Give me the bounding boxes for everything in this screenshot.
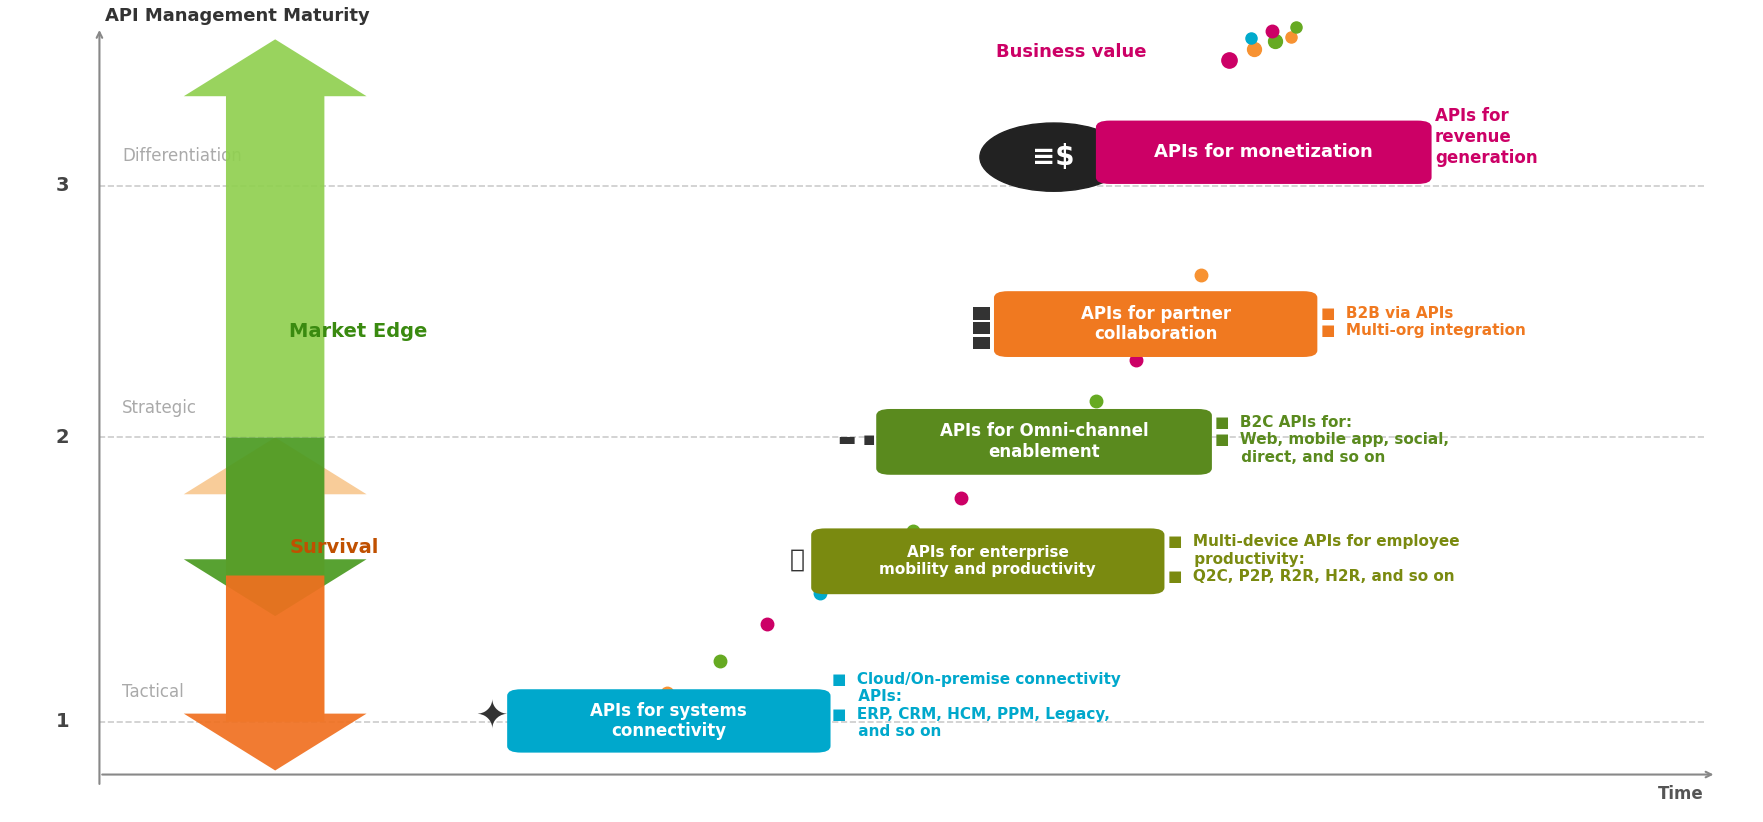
FancyBboxPatch shape <box>973 337 991 349</box>
Text: APIs for partner
collaboration: APIs for partner collaboration <box>1081 305 1231 344</box>
FancyBboxPatch shape <box>973 322 991 335</box>
Text: Time: Time <box>1659 785 1705 803</box>
Circle shape <box>980 123 1128 192</box>
FancyBboxPatch shape <box>1000 322 1017 335</box>
Text: Market Edge: Market Edge <box>289 322 428 341</box>
FancyBboxPatch shape <box>1097 121 1432 184</box>
Text: ▬ ▪▪: ▬ ▪▪ <box>839 430 890 449</box>
Text: APIs for
revenue
generation: APIs for revenue generation <box>1435 107 1537 167</box>
Text: Differentiation: Differentiation <box>122 147 242 165</box>
Polygon shape <box>183 437 367 722</box>
Text: Tactical: Tactical <box>122 683 183 701</box>
Text: ■  B2C APIs for:
■  Web, mobile app, social,
     direct, and so on: ■ B2C APIs for: ■ Web, mobile app, socia… <box>1215 415 1449 464</box>
Text: APIs for Omni-channel
enablement: APIs for Omni-channel enablement <box>940 423 1148 461</box>
Text: ■  Cloud/On-premise connectivity
     APIs:
■  ERP, CRM, HCM, PPM, Legacy,
     : ■ Cloud/On-premise connectivity APIs: ■ … <box>832 672 1121 739</box>
Text: API Management Maturity: API Management Maturity <box>104 7 370 25</box>
Text: ■  B2B via APIs
■  Multi-org integration: ■ B2B via APIs ■ Multi-org integration <box>1320 306 1525 338</box>
Text: 3: 3 <box>56 176 69 195</box>
Text: ≡$: ≡$ <box>1033 143 1075 171</box>
Text: ■  Multi-device APIs for employee
     productivity:
■  Q2C, P2P, R2R, H2R, and : ■ Multi-device APIs for employee product… <box>1167 534 1460 584</box>
FancyBboxPatch shape <box>876 409 1211 475</box>
Text: APIs for systems
connectivity: APIs for systems connectivity <box>591 701 748 741</box>
Text: APIs for enterprise
mobility and productivity: APIs for enterprise mobility and product… <box>880 545 1097 578</box>
Text: ✦: ✦ <box>474 698 508 736</box>
Text: Survival: Survival <box>289 538 379 556</box>
FancyBboxPatch shape <box>811 529 1164 594</box>
Text: Strategic: Strategic <box>122 399 197 417</box>
Text: Business value: Business value <box>996 43 1146 61</box>
Polygon shape <box>183 575 367 770</box>
Text: 🚶: 🚶 <box>790 547 804 571</box>
FancyBboxPatch shape <box>508 689 830 753</box>
Polygon shape <box>183 437 367 616</box>
FancyBboxPatch shape <box>994 291 1317 357</box>
Polygon shape <box>183 39 367 437</box>
Text: APIs for monetization: APIs for monetization <box>1155 143 1373 161</box>
FancyBboxPatch shape <box>1000 337 1017 349</box>
FancyBboxPatch shape <box>973 307 991 320</box>
Text: 2: 2 <box>56 428 69 447</box>
Text: 1: 1 <box>56 712 69 732</box>
FancyBboxPatch shape <box>1000 307 1017 320</box>
